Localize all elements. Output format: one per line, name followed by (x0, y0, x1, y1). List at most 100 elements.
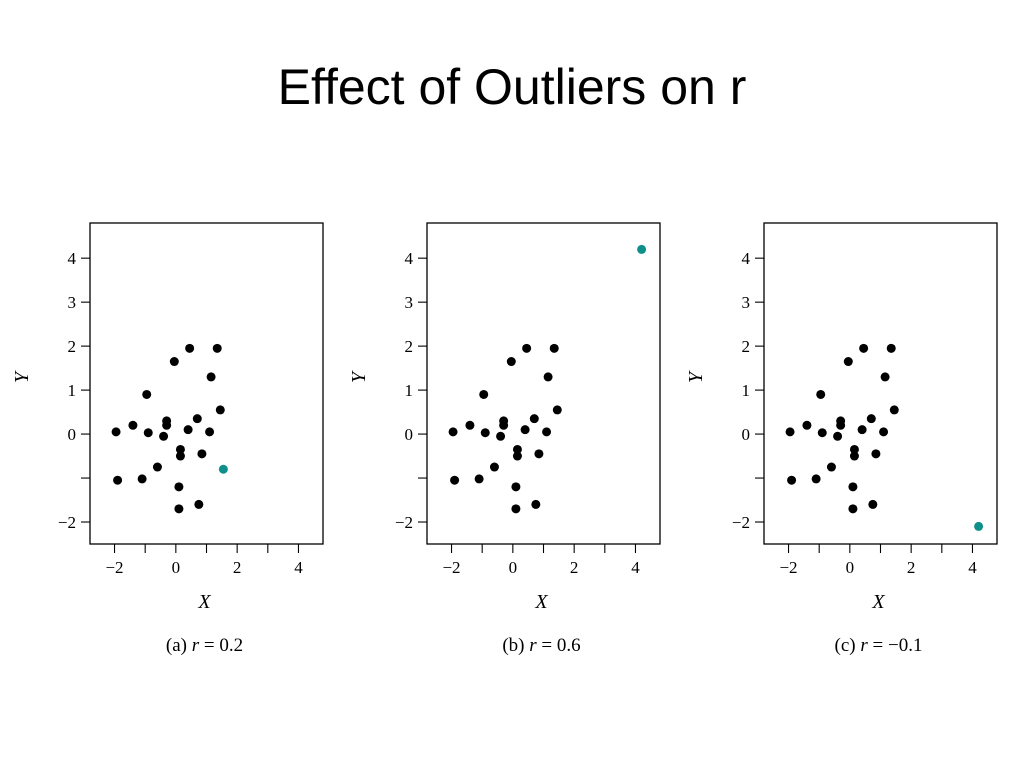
y-tick-label: 0 (68, 425, 77, 444)
scatter-plot-c: −2 0 2 4 −2 0 1 2 3 4 X Y (c) r = −0.1 (685, 222, 998, 656)
data-point (849, 444, 859, 454)
x-tick-label: 4 (968, 558, 977, 577)
data-point (787, 475, 797, 485)
data-point (448, 427, 458, 437)
data-point (137, 474, 147, 484)
y-tick-label: 0 (405, 425, 414, 444)
plot-frame (89, 222, 324, 545)
data-point (868, 499, 878, 509)
x-tick-label: 4 (631, 558, 640, 577)
y-tick-label: 3 (742, 293, 751, 312)
data-point (175, 451, 185, 461)
data-point (543, 372, 553, 382)
data-point (866, 414, 876, 424)
x-tick-label: 0 (846, 558, 855, 577)
data-point (142, 389, 152, 399)
y-tick-label: 1 (68, 381, 77, 400)
y-tick-label: −2 (395, 513, 413, 532)
panel-caption: (c) r = −0.1 (835, 635, 923, 656)
data-point (512, 451, 522, 461)
y-tick-label: 2 (405, 337, 414, 356)
caption-prefix: (a) (166, 635, 192, 656)
caption-variable: r (860, 635, 868, 656)
data-point (499, 416, 509, 426)
data-point (506, 357, 516, 367)
data-point (111, 427, 121, 437)
y-axis-label: Y (11, 370, 33, 383)
scatter-panel-b: −2 0 2 4 −2 0 1 2 3 4 X Y (b) r = 0.6 (347, 200, 677, 670)
y-tick-label: 4 (742, 249, 751, 268)
data-point (849, 451, 859, 461)
x-tick-label: 0 (172, 558, 181, 577)
x-axis-label: X (197, 591, 211, 613)
data-point (886, 343, 896, 353)
outlier-point (974, 521, 984, 531)
data-point (174, 482, 184, 492)
data-point (143, 428, 153, 438)
panel-caption: (a) r = 0.2 (166, 635, 243, 656)
plot-frame (763, 222, 998, 545)
x-tick-label: −2 (779, 558, 797, 577)
data-point (185, 343, 195, 353)
caption-value: = 0.6 (537, 635, 581, 656)
x-axis-label: X (534, 591, 548, 613)
y-axis-label: Y (348, 370, 370, 383)
x-axis-label: X (871, 591, 885, 613)
data-point (206, 372, 216, 382)
data-point (512, 444, 522, 454)
data-point (859, 343, 869, 353)
data-point (205, 427, 215, 437)
x-tick-label: 2 (570, 558, 579, 577)
x-tick-label: 0 (509, 558, 518, 577)
plot-frame (426, 222, 661, 545)
data-point (511, 482, 521, 492)
data-point (152, 462, 162, 472)
y-tick-label: 2 (742, 337, 751, 356)
data-point (496, 431, 506, 441)
data-point (489, 462, 499, 472)
data-point (534, 449, 544, 459)
scatter-plot-a: −2 0 2 4 −2 0 1 2 3 4 X Y (a) r = 0.2 (11, 222, 324, 656)
data-point (857, 425, 867, 435)
data-point (542, 427, 552, 437)
data-point (802, 420, 812, 430)
outlier-point (218, 464, 228, 474)
data-point (531, 499, 541, 509)
data-point (529, 414, 539, 424)
x-tick-label: −2 (442, 558, 460, 577)
x-tick-label: 2 (907, 558, 916, 577)
data-point (522, 343, 532, 353)
scatter-panel-a: −2 0 2 4 −2 0 1 2 3 4 X Y (a) r = 0.2 (10, 200, 340, 670)
data-point (511, 504, 521, 514)
data-point (833, 431, 843, 441)
y-tick-label: 4 (405, 249, 414, 268)
y-tick-label: 1 (405, 381, 414, 400)
data-point (450, 475, 460, 485)
data-point (474, 474, 484, 484)
y-tick-label: 3 (68, 293, 77, 312)
data-point (552, 405, 562, 415)
data-point (836, 416, 846, 426)
y-tick-label: −2 (732, 513, 750, 532)
caption-prefix: (c) (835, 635, 861, 656)
data-point (175, 444, 185, 454)
data-point (479, 389, 489, 399)
data-point (817, 428, 827, 438)
data-point (848, 504, 858, 514)
data-point (826, 462, 836, 472)
data-point (816, 389, 826, 399)
data-point (174, 504, 184, 514)
data-point (879, 427, 889, 437)
data-point (197, 449, 207, 459)
data-point (183, 425, 193, 435)
data-point (549, 343, 559, 353)
caption-variable: r (192, 635, 200, 656)
y-tick-label: 4 (68, 249, 77, 268)
caption-variable: r (529, 635, 537, 656)
data-point (192, 414, 202, 424)
data-point (843, 357, 853, 367)
x-tick-label: 2 (233, 558, 242, 577)
data-point (194, 499, 204, 509)
data-point (889, 405, 899, 415)
data-point (465, 420, 475, 430)
